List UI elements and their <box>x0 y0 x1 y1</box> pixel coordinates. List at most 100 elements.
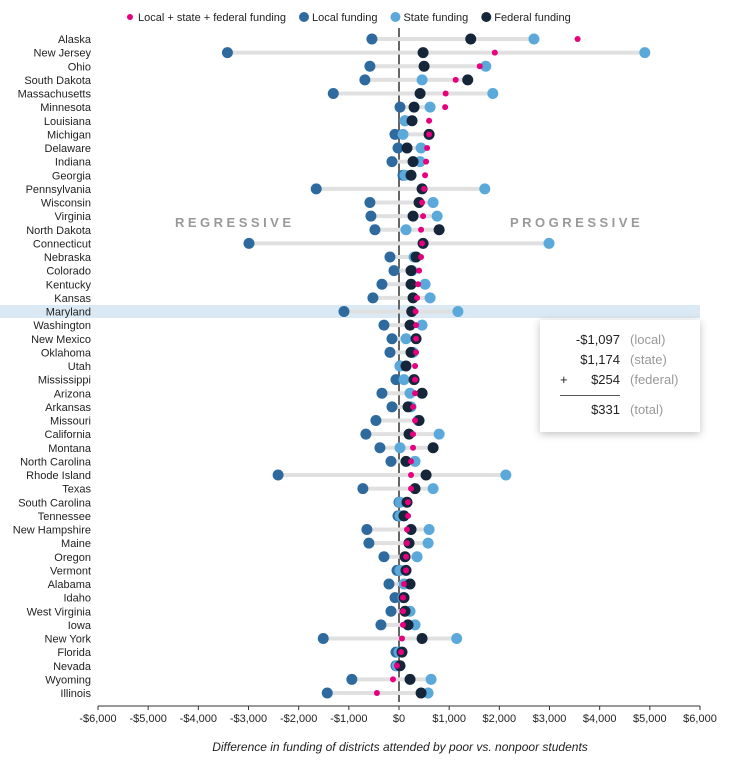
legend-state-label: State funding <box>403 12 468 24</box>
state-funding-dot <box>639 47 651 59</box>
total-funding-dot <box>415 281 422 288</box>
federal-funding-dot <box>405 265 417 277</box>
state-label: New Jersey <box>34 48 92 60</box>
state-label: Idaho <box>63 593 91 605</box>
local-funding-dot <box>363 537 375 549</box>
total-funding-dot <box>373 690 380 696</box>
local-funding-dot <box>357 483 369 495</box>
local-funding-dot <box>361 524 373 535</box>
federal-funding-dot <box>404 673 416 685</box>
state-label: Oklahoma <box>41 347 92 359</box>
total-funding-dot <box>403 567 410 574</box>
state-funding-dot <box>398 374 410 386</box>
tooltip-state-value: $1,174 <box>580 352 620 367</box>
tooltip-federal-value: $254 <box>591 372 620 387</box>
total-funding-dot <box>414 294 421 301</box>
x-tick-label: -$2,000 <box>280 713 317 725</box>
x-tick-label: -$1,000 <box>330 713 367 725</box>
state-label: Alabama <box>48 579 92 591</box>
federal-funding-dot <box>409 483 421 495</box>
tooltip-federal-label: (federal) <box>630 372 679 387</box>
total-funding-dot <box>476 63 483 70</box>
local-funding-dot <box>369 224 381 236</box>
state-funding-dot <box>528 33 540 45</box>
local-funding-dot <box>367 292 379 304</box>
local-funding-dot <box>386 156 398 168</box>
x-tick-label: -$5,000 <box>130 713 167 725</box>
x-tick-label: $6,000 <box>683 713 717 725</box>
local-funding-dot <box>390 374 402 386</box>
state-label: Iowa <box>68 620 92 632</box>
state-funding-dot <box>411 551 423 563</box>
state-label: South Dakota <box>24 75 92 87</box>
federal-funding-dot <box>415 687 427 699</box>
federal-funding-dot <box>407 210 419 222</box>
state-funding-dot <box>479 183 491 195</box>
local-funding-dot <box>365 210 377 222</box>
tooltip-sum-divider <box>560 395 620 396</box>
state-label: Pennsylvania <box>26 184 92 196</box>
total-funding-dot <box>452 76 459 83</box>
total-funding-dot <box>422 172 429 179</box>
x-tick-label: $2,000 <box>483 713 517 725</box>
state-funding-dot <box>416 319 428 331</box>
state-funding-dot <box>543 237 555 249</box>
tooltip-federal-row: + $254 (federal) <box>540 372 700 392</box>
local-funding-dot <box>360 428 372 440</box>
maryland-tooltip: -$1,097 (local) $1,174 (state) + $254 (f… <box>540 320 700 432</box>
state-label: Illinois <box>60 688 91 700</box>
local-funding-dot <box>375 619 387 631</box>
tooltip-local-value: -$1,097 <box>575 332 620 347</box>
local-funding-dot <box>394 101 406 113</box>
tooltip-total-label: (total) <box>630 402 664 417</box>
total-funding-dot <box>412 308 419 315</box>
federal-funding-dot <box>406 115 418 127</box>
total-funding-dot <box>413 322 420 329</box>
total-funding-dot <box>399 635 406 642</box>
x-tick-label: $3,000 <box>533 713 567 725</box>
local-funding-dot <box>384 251 396 263</box>
total-funding-dot <box>389 676 396 683</box>
state-funding-dot <box>424 101 436 113</box>
state-funding-dot <box>425 673 437 685</box>
local-funding-dot <box>370 415 382 426</box>
legend-state-marker <box>390 12 401 22</box>
state-funding-dot <box>452 306 464 317</box>
local-funding-dot <box>378 551 390 563</box>
state-funding-dot <box>394 442 406 454</box>
federal-funding-dot <box>417 47 429 59</box>
federal-funding-dot <box>404 578 416 590</box>
local-funding-dot <box>386 401 398 413</box>
total-funding-dot <box>404 540 411 547</box>
local-funding-dot <box>364 197 376 208</box>
x-tick-label: -$6,000 <box>79 713 116 725</box>
total-funding-dot <box>426 117 433 124</box>
local-funding-dot <box>378 319 390 331</box>
federal-funding-dot <box>405 278 417 290</box>
legend-total-label: Local + state + federal funding <box>138 12 286 24</box>
total-funding-dot <box>404 526 411 533</box>
x-tick-label: $4,000 <box>583 713 617 725</box>
local-funding-dot <box>366 33 378 45</box>
total-funding-dot <box>408 472 415 478</box>
legend-total-marker <box>127 14 133 20</box>
local-funding-dot <box>385 605 397 617</box>
state-label: Colorado <box>46 266 91 278</box>
state-funding-dot <box>400 333 412 345</box>
federal-funding-dot <box>405 346 417 358</box>
state-label: New Mexico <box>31 334 91 346</box>
federal-funding-dot <box>408 101 420 113</box>
local-funding-dot <box>386 333 398 345</box>
local-funding-dot <box>374 442 386 454</box>
federal-funding-dot <box>407 292 419 304</box>
total-funding-dot <box>419 199 426 206</box>
x-tick-label: -$3,000 <box>230 713 267 725</box>
state-label: Tennessee <box>38 511 91 523</box>
federal-funding-dot <box>400 455 412 467</box>
federal-funding-dot <box>462 74 474 86</box>
total-funding-dot <box>426 131 433 138</box>
state-label: Ohio <box>68 61 91 73</box>
total-funding-dot <box>421 185 428 192</box>
total-funding-dot <box>403 553 410 560</box>
federal-funding-dot <box>405 169 417 181</box>
